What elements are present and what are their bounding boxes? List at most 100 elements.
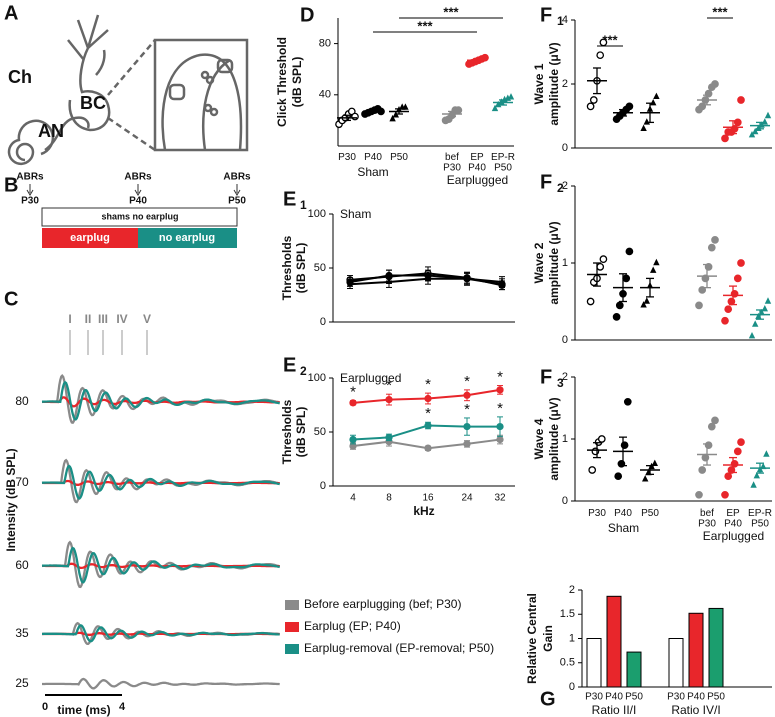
bar bbox=[606, 595, 622, 688]
marker bbox=[721, 316, 729, 325]
group-label: Earplugged bbox=[447, 173, 508, 187]
marker bbox=[596, 51, 605, 60]
x-tick-label: 24 bbox=[461, 493, 473, 504]
marker bbox=[349, 435, 357, 444]
marker bbox=[733, 274, 742, 283]
marker bbox=[496, 422, 504, 431]
y-tick-label: 0 bbox=[320, 480, 326, 492]
vesicle bbox=[209, 107, 219, 117]
time-tick-label: 0 bbox=[42, 701, 48, 713]
panel-label: F bbox=[540, 171, 552, 193]
marker bbox=[586, 297, 595, 306]
sham-label: shams no earplug bbox=[101, 211, 178, 221]
x-tick-label: P40 bbox=[605, 692, 623, 703]
x-tick-label: EP P40 bbox=[468, 152, 486, 174]
marker bbox=[653, 92, 660, 99]
marker bbox=[640, 124, 647, 131]
x-tick-label: P40 bbox=[364, 152, 382, 163]
bar bbox=[668, 638, 684, 688]
diagram-a bbox=[7, 14, 249, 166]
marker bbox=[402, 103, 409, 110]
x-tick-label: EP-R P50 bbox=[748, 508, 772, 530]
marker bbox=[507, 93, 515, 100]
waveform bbox=[42, 624, 280, 643]
marker bbox=[496, 435, 504, 444]
x-axis-label: time (ms) bbox=[57, 703, 110, 717]
marker bbox=[589, 96, 598, 104]
legend-label: Earplug-removal (EP-removal; P50) bbox=[304, 641, 494, 655]
marker bbox=[424, 444, 432, 452]
legend-swatch bbox=[285, 644, 299, 654]
marker bbox=[349, 399, 357, 407]
marker bbox=[724, 472, 733, 481]
x-tick-label: P30 bbox=[588, 508, 606, 519]
level-label: 60 bbox=[15, 558, 29, 572]
panel-label: E bbox=[283, 354, 296, 376]
marker bbox=[385, 433, 393, 442]
panel-sublabel: 2 bbox=[557, 181, 564, 195]
marker bbox=[491, 104, 499, 112]
vesicle bbox=[203, 103, 213, 113]
marker bbox=[424, 421, 432, 430]
y-axis-label: (dB SPL) bbox=[294, 407, 308, 458]
peak-label: V bbox=[143, 312, 151, 326]
waveform bbox=[41, 464, 280, 500]
panel-label: A bbox=[4, 2, 18, 24]
marker bbox=[347, 280, 353, 287]
waveform bbox=[42, 677, 280, 690]
marker bbox=[653, 258, 660, 266]
y-tick-label: 1 bbox=[562, 257, 568, 269]
event-label: ABRs bbox=[124, 172, 152, 183]
nerve bbox=[44, 116, 90, 152]
significance-label: *** bbox=[712, 4, 728, 19]
event-age: P40 bbox=[129, 196, 147, 207]
marker bbox=[640, 301, 647, 308]
y-tick-label: 0 bbox=[320, 316, 326, 328]
marker bbox=[425, 274, 431, 281]
y-axis-label: Wave 4 bbox=[532, 418, 546, 459]
vesicle bbox=[205, 75, 215, 85]
marker bbox=[698, 466, 707, 474]
marker bbox=[711, 416, 719, 425]
y-tick-label: 1 bbox=[569, 632, 575, 644]
significance-label: *** bbox=[417, 18, 433, 33]
level-label: 25 bbox=[15, 676, 29, 690]
x-tick-label: EP P40 bbox=[724, 508, 742, 530]
group-label: Ratio II/I bbox=[592, 703, 637, 717]
legend-swatch bbox=[285, 600, 299, 610]
level-label: 70 bbox=[15, 475, 29, 489]
annotation: * bbox=[425, 376, 431, 393]
y-axis-label: Relative Central bbox=[525, 593, 539, 684]
cochlea-spiral bbox=[7, 119, 55, 166]
event-label: ABRs bbox=[16, 172, 44, 183]
y-tick-label: 4 bbox=[562, 14, 568, 26]
marker bbox=[761, 118, 768, 125]
y-tick-label: 80 bbox=[319, 38, 331, 50]
marker bbox=[721, 134, 729, 143]
marker bbox=[615, 301, 624, 310]
y-tick-label: 50 bbox=[314, 426, 326, 438]
annotation: * bbox=[464, 373, 470, 390]
marker bbox=[763, 450, 770, 457]
cell-outline bbox=[202, 58, 231, 151]
marker bbox=[752, 320, 759, 327]
time-tick-label: 4 bbox=[119, 701, 126, 713]
marker bbox=[643, 118, 650, 125]
level-label: 80 bbox=[15, 394, 29, 408]
waveform bbox=[42, 546, 280, 584]
y-axis-label: (dB SPL) bbox=[294, 243, 308, 294]
phase-label: no earplug bbox=[159, 232, 215, 244]
x-tick-label: P40 bbox=[614, 508, 632, 519]
y-axis-label: Thresholds bbox=[280, 399, 294, 464]
marker bbox=[389, 114, 396, 122]
group-label: Earplugged bbox=[703, 529, 764, 543]
y-axis-label: amplitude (μV) bbox=[547, 397, 561, 480]
annotation: * bbox=[497, 400, 503, 417]
legend-swatch bbox=[285, 622, 299, 632]
y-tick-label: 0 bbox=[562, 142, 568, 154]
marker bbox=[642, 475, 649, 482]
y-axis-label: Click Threshold bbox=[275, 37, 289, 127]
panel-sublabel: 3 bbox=[557, 376, 564, 390]
x-tick-label: bef P30 bbox=[443, 152, 461, 174]
